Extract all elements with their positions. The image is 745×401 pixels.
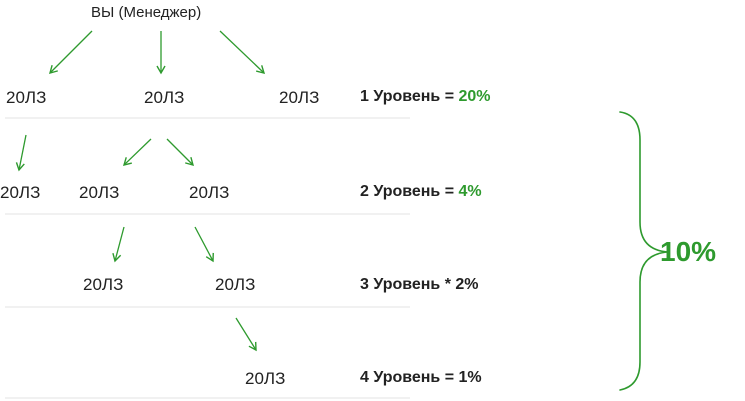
level-1-label: 1 Уровень = 20% [360, 89, 491, 105]
node-l2-a: 20ЛЗ [0, 183, 41, 202]
node-l2-b: 20ЛЗ [79, 183, 120, 202]
node-l4-a: 20ЛЗ [245, 369, 286, 388]
level-1-text: 1 Уровень = [360, 88, 459, 105]
curly-brace [619, 111, 669, 391]
level-2-percent: 4% [458, 183, 482, 200]
level-3-text: 3 Уровень * 2% [360, 276, 479, 293]
arrow-root-right [219, 30, 266, 74]
level-4-label: 4 Уровень = 1% [360, 370, 482, 386]
arrow-l1-center-left [122, 138, 152, 166]
level-2-text: 2 Уровень = [360, 183, 459, 200]
total-percent: 10% [660, 236, 717, 267]
arrow-root-left [49, 30, 93, 74]
node-l2-c: 20ЛЗ [189, 183, 230, 202]
level-1-percent: 20% [458, 88, 491, 105]
node-l1-c: 20ЛЗ [279, 88, 320, 107]
root-label: ВЫ (Менеджер) [91, 4, 202, 21]
arrow-l3-down [235, 317, 257, 352]
level-4-text: 4 Уровень = 1% [360, 369, 482, 386]
node-l3-a: 20ЛЗ [83, 275, 124, 294]
node-l3-b: 20ЛЗ [215, 275, 256, 294]
arrow-l1-center-right [166, 138, 194, 166]
node-l1-a: 20ЛЗ [6, 88, 47, 107]
arrow-l2-left-down [112, 226, 125, 263]
arrow-l2-right-down [194, 226, 214, 263]
node-l1-b: 20ЛЗ [144, 88, 185, 107]
arrow-l1-left-down [15, 134, 27, 172]
level-2-label: 2 Уровень = 4% [360, 184, 482, 200]
level-3-label: 3 Уровень * 2% [360, 277, 479, 293]
